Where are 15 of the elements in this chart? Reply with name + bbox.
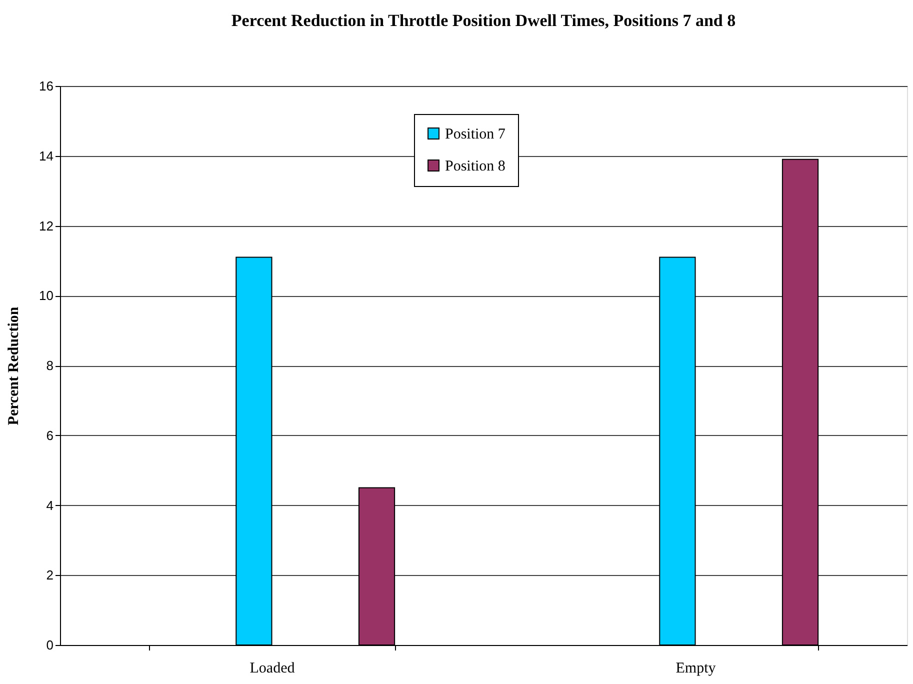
- x-tick-label: Loaded: [250, 660, 296, 676]
- y-tick-label: 6: [46, 428, 54, 443]
- legend-label: Position 7: [445, 126, 506, 142]
- y-tick-label: 12: [39, 218, 54, 234]
- y-axis-title: Percent Reduction: [6, 306, 22, 426]
- y-tick-label: 10: [39, 288, 54, 304]
- y-tick-label: 4: [46, 498, 54, 513]
- y-tick-label: 16: [39, 78, 54, 94]
- y-tick-label: 2: [46, 568, 54, 583]
- y-tick-label: 0: [46, 638, 54, 652]
- y-tick-label: 8: [46, 358, 54, 373]
- x-tick-label: Empty: [676, 660, 716, 676]
- y-tick-label: 14: [39, 148, 54, 164]
- legend-label: Position 8: [445, 158, 506, 174]
- chart-title: Percent Reduction in Throttle Position Dwell Times, Positions 7 and 8: [231, 11, 736, 30]
